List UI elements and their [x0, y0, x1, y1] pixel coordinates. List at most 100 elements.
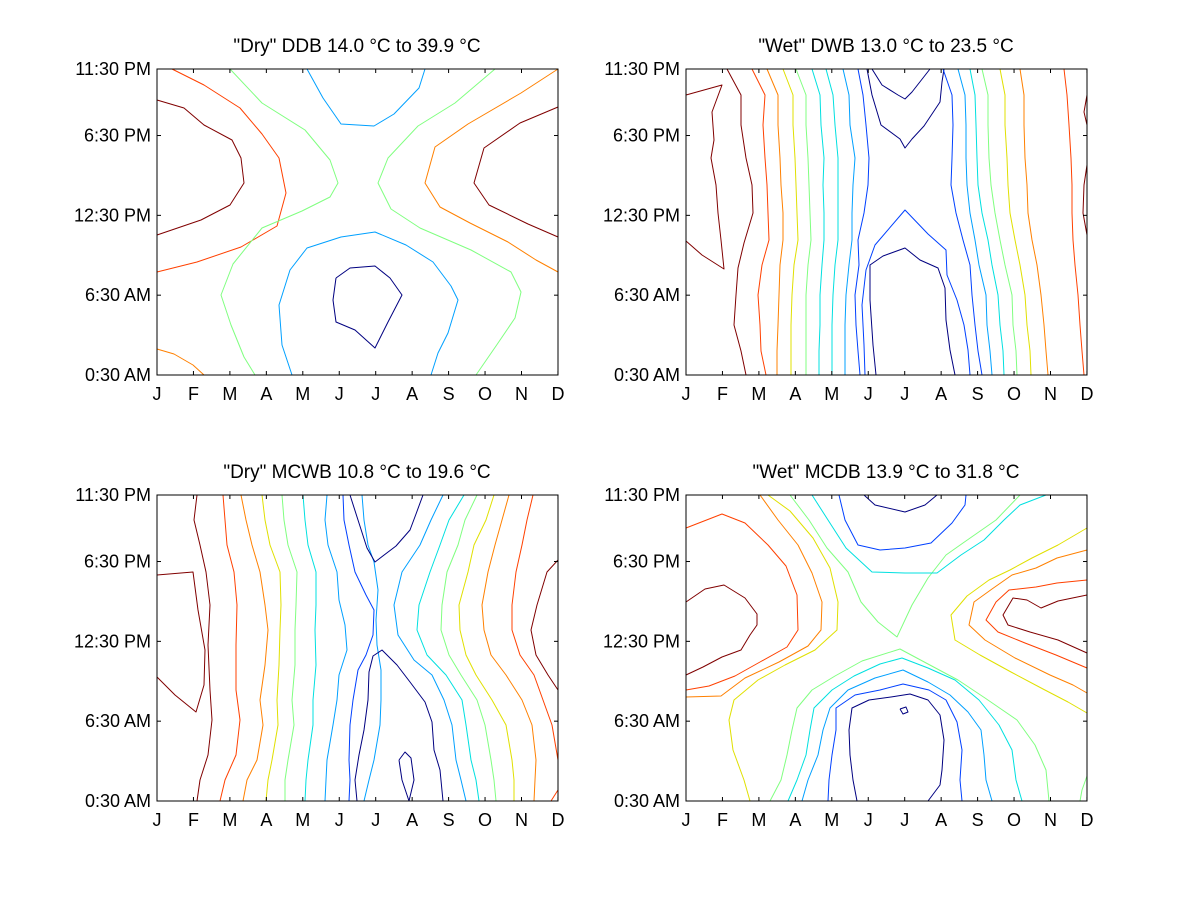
contour-line	[219, 494, 241, 802]
contour-line	[1002, 594, 1088, 654]
contour-lines	[685, 494, 1088, 802]
contour-line	[728, 494, 839, 802]
x-tick-label: D	[1080, 810, 1093, 830]
x-tick-label: D	[1080, 384, 1093, 404]
contour-line	[302, 494, 317, 802]
contour-line	[342, 494, 375, 802]
contour-line	[261, 494, 282, 802]
x-tick-label: N	[1044, 384, 1057, 404]
contour-line	[458, 494, 515, 801]
contour-line	[848, 693, 945, 802]
x-tick-label: J	[371, 384, 380, 404]
plot-frame	[685, 68, 1088, 376]
contour-line	[156, 571, 206, 713]
y-tick-label: 0:30 AM	[614, 365, 680, 385]
contour-line	[811, 68, 825, 375]
x-tick-label: M	[295, 384, 310, 404]
contour-line	[324, 494, 348, 802]
contour-lines	[156, 68, 559, 376]
x-tick-label: D	[551, 384, 564, 404]
contour-line	[156, 348, 205, 376]
y-tick-label: 6:30 AM	[85, 285, 151, 305]
x-tick-label: A	[260, 810, 272, 830]
contour-line	[825, 68, 839, 375]
x-tick-label: J	[682, 810, 691, 830]
contour-line	[899, 706, 909, 715]
panel-dry-ddb: "Dry" DDB 14.0 °C to 39.9 °C 0:30 AM 6:30…	[74, 36, 564, 404]
plot-frame	[685, 494, 1088, 802]
panel-dry-mcwb: "Dry" MCWB 10.8 °C to 19.6 °C 0:30 AM 6:3…	[74, 462, 564, 830]
contour-line	[393, 494, 467, 802]
contour-line	[969, 68, 1005, 376]
contour-line	[685, 513, 799, 691]
contour-line	[827, 683, 963, 802]
x-tick-label: M	[824, 384, 839, 404]
x-tick-label: J	[335, 810, 344, 830]
panel-wet-dwb: "Wet" DWB 13.0 °C to 23.5 °C 0:30 AM 6:30…	[603, 36, 1093, 404]
contour-line	[440, 494, 497, 802]
x-tick-label: S	[443, 810, 455, 830]
contour-line	[801, 669, 993, 802]
contour-line	[416, 494, 480, 802]
plot-frame	[156, 68, 559, 376]
x-tick-label: N	[515, 810, 528, 830]
contour-line	[349, 494, 424, 563]
x-tick-label: S	[972, 810, 984, 830]
x-tick-label: O	[478, 810, 492, 830]
x-tick-label: N	[515, 384, 528, 404]
contour-line	[838, 494, 967, 551]
x-tick-label: A	[789, 384, 801, 404]
contour-line	[789, 494, 1021, 638]
x-tick-label: M	[295, 810, 310, 830]
contour-line	[1063, 68, 1085, 376]
plot-frame	[156, 494, 559, 802]
x-tick-label: J	[864, 384, 873, 404]
x-tick-label: O	[1007, 810, 1021, 830]
contour-line	[685, 494, 823, 698]
contour-line	[769, 648, 1050, 802]
y-axis-ticks: 0:30 AM 6:30 AM 12:30 PM 6:30 PM 11:30 PM	[603, 59, 1087, 385]
panel-wet-mcdb: "Wet" MCDB 13.9 °C to 31.8 °C 0:30 AM 6:3…	[603, 462, 1093, 830]
y-tick-label: 6:30 AM	[614, 285, 680, 305]
y-tick-label: 6:30 PM	[84, 126, 151, 146]
x-tick-label: A	[789, 810, 801, 830]
x-tick-label: A	[406, 384, 418, 404]
contour-line	[1083, 94, 1088, 126]
x-tick-label: M	[751, 810, 766, 830]
contour-line	[220, 68, 339, 376]
y-axis-ticks: 0:30 AM 6:30 AM 12:30 PM 6:30 PM 11:30 PM	[603, 485, 1087, 811]
y-tick-label: 11:30 PM	[75, 485, 151, 505]
contour-line	[787, 657, 1023, 802]
y-tick-label: 0:30 AM	[85, 791, 151, 811]
x-tick-label: A	[935, 810, 947, 830]
y-tick-label: 11:30 PM	[604, 485, 680, 505]
y-tick-label: 12:30 PM	[74, 205, 151, 225]
x-tick-label: J	[153, 810, 162, 830]
y-tick-label: 0:30 AM	[614, 791, 680, 811]
x-tick-label: O	[478, 384, 492, 404]
panel-title: "Dry" DDB 14.0 °C to 39.9 °C	[233, 36, 480, 57]
contour-line	[278, 231, 459, 376]
contour-lines	[685, 68, 1088, 376]
contour-line	[685, 84, 725, 270]
y-tick-label: 6:30 AM	[614, 711, 680, 731]
contour-line	[795, 68, 812, 375]
x-tick-label: F	[188, 810, 199, 830]
contour-line	[473, 106, 559, 238]
y-tick-label: 12:30 PM	[603, 205, 680, 225]
contour-line	[811, 494, 1047, 574]
contour-line	[1082, 164, 1088, 236]
y-tick-label: 6:30 PM	[613, 126, 680, 146]
contour-line	[766, 68, 784, 375]
contour-line	[424, 68, 559, 273]
x-tick-label: J	[335, 384, 344, 404]
x-tick-label: J	[153, 384, 162, 404]
contour-line	[1079, 775, 1088, 802]
contour-line	[156, 68, 287, 273]
contour-line	[999, 68, 1032, 376]
contour-line	[398, 751, 415, 802]
contour-line	[281, 494, 298, 801]
